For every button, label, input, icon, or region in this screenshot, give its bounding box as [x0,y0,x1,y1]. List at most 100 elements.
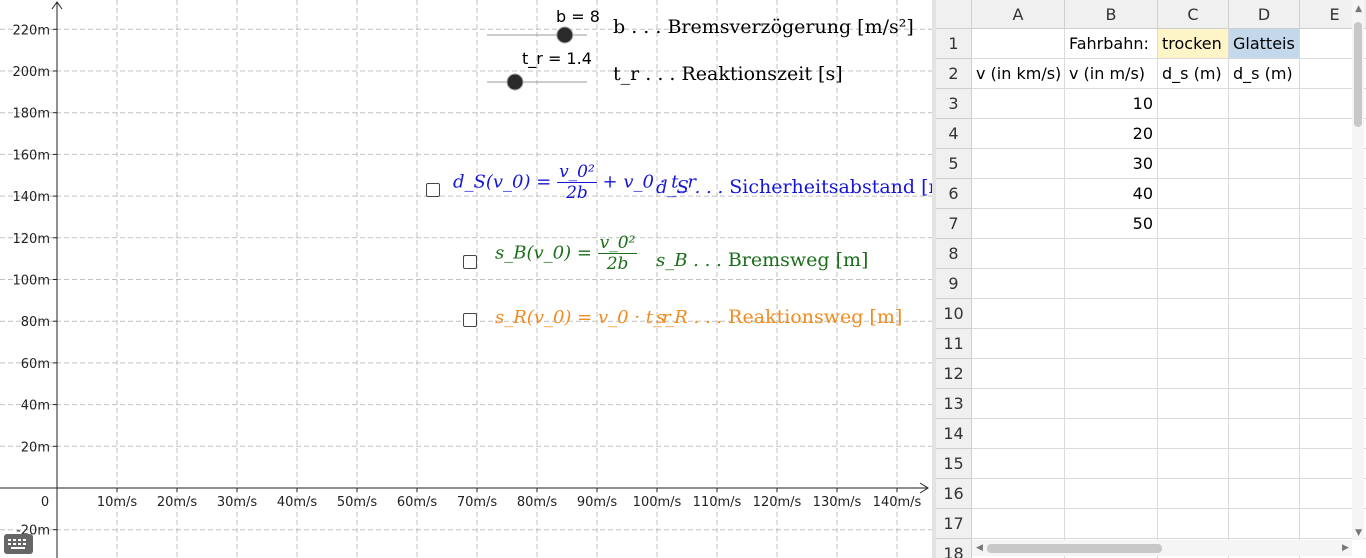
row-header[interactable]: 13 [936,389,972,419]
cell-a13[interactable] [972,389,1065,419]
vertical-scroll-thumb[interactable] [1354,22,1362,127]
cell-e14[interactable] [1300,419,1366,449]
row-header[interactable]: 8 [936,239,972,269]
horizontal-scrollbar[interactable] [972,540,1352,556]
cell-b11[interactable] [1065,329,1158,359]
cell-a2[interactable]: v (in km/s) [972,59,1065,89]
row-header[interactable]: 10 [936,299,972,329]
cell-a14[interactable] [972,419,1065,449]
cell-d3[interactable] [1229,89,1300,119]
slider-handle[interactable] [556,26,574,44]
scroll-right-icon[interactable]: ▶ [1342,543,1349,553]
row-header[interactable]: 16 [936,479,972,509]
cell-b9[interactable] [1065,269,1158,299]
cell-c2[interactable]: d_s (m) [1158,59,1229,89]
cell-b2[interactable]: v (in m/s) [1065,59,1158,89]
cell-d11[interactable] [1229,329,1300,359]
scroll-down-icon[interactable]: ▼ [1355,528,1362,538]
cell-a6[interactable] [972,179,1065,209]
cell-b4[interactable]: 20 [1065,119,1158,149]
cell-b7[interactable]: 50 [1065,209,1158,239]
cell-a16[interactable] [972,479,1065,509]
cell-a9[interactable] [972,269,1065,299]
cell-c11[interactable] [1158,329,1229,359]
cell-d13[interactable] [1229,389,1300,419]
cell-d14[interactable] [1229,419,1300,449]
cell-c13[interactable] [1158,389,1229,419]
cell-e9[interactable] [1300,269,1366,299]
cell-e13[interactable] [1300,389,1366,419]
cell-b1[interactable]: Fahrbahn: [1065,29,1158,59]
row-header[interactable]: 15 [936,449,972,479]
cell-c12[interactable] [1158,359,1229,389]
column-header-d[interactable]: D [1229,0,1300,29]
graphics-view[interactable]: 10m/s 20m/s 30m/s 40m/s 50m/s 60m/s 70m/s 80m/s… [0,0,932,558]
sheet-corner[interactable] [936,0,972,29]
cell-a17[interactable] [972,509,1065,539]
cell-b17[interactable] [1065,509,1158,539]
row-header[interactable]: 18 [936,539,972,558]
cell-a4[interactable] [972,119,1065,149]
checkbox-reaktionsweg[interactable] [463,313,477,327]
horizontal-scroll-thumb[interactable] [987,544,1162,553]
cell-d10[interactable] [1229,299,1300,329]
cell-d12[interactable] [1229,359,1300,389]
cell-a3[interactable] [972,89,1065,119]
row-header[interactable]: 9 [936,269,972,299]
cell-e5[interactable] [1300,149,1366,179]
cell-e8[interactable] [1300,239,1366,269]
cell-d17[interactable] [1229,509,1300,539]
cell-c14[interactable] [1158,419,1229,449]
row-header[interactable]: 3 [936,89,972,119]
row-header[interactable]: 14 [936,419,972,449]
cell-e12[interactable] [1300,359,1366,389]
column-header-c[interactable]: C [1158,0,1229,29]
row-header[interactable]: 5 [936,149,972,179]
cell-c6[interactable] [1158,179,1229,209]
cell-c17[interactable] [1158,509,1229,539]
cell-b14[interactable] [1065,419,1158,449]
cell-a7[interactable] [972,209,1065,239]
row-header[interactable]: 11 [936,329,972,359]
cell-c9[interactable] [1158,269,1229,299]
cell-d9[interactable] [1229,269,1300,299]
row-header[interactable]: 4 [936,119,972,149]
scroll-up-icon[interactable]: ▲ [1355,4,1362,14]
cell-a11[interactable] [972,329,1065,359]
row-header[interactable]: 2 [936,59,972,89]
cell-e11[interactable] [1300,329,1366,359]
cell-e1[interactable] [1300,29,1366,59]
cell-a5[interactable] [972,149,1065,179]
cell-d8[interactable] [1229,239,1300,269]
cell-e15[interactable] [1300,449,1366,479]
row-header[interactable]: 17 [936,509,972,539]
cell-e10[interactable] [1300,299,1366,329]
spreadsheet-view[interactable]: A B C D E 1 Fahrbahn: trocken Glatteis 2 v (in km/… [936,0,1366,558]
cell-d16[interactable] [1229,479,1300,509]
slider-handle[interactable] [506,73,524,91]
cell-a8[interactable] [972,239,1065,269]
cell-e17[interactable] [1300,509,1366,539]
cell-c3[interactable] [1158,89,1229,119]
cell-c15[interactable] [1158,449,1229,479]
cell-c4[interactable] [1158,119,1229,149]
cell-e6[interactable] [1300,179,1366,209]
cell-b8[interactable] [1065,239,1158,269]
cell-d6[interactable] [1229,179,1300,209]
cell-d1[interactable]: Glatteis [1229,29,1300,59]
cell-a12[interactable] [972,359,1065,389]
cell-c1[interactable]: trocken [1158,29,1229,59]
cell-b10[interactable] [1065,299,1158,329]
cell-e16[interactable] [1300,479,1366,509]
cell-e7[interactable] [1300,209,1366,239]
cell-d2[interactable]: d_s (m) [1229,59,1300,89]
cell-b15[interactable] [1065,449,1158,479]
cell-c10[interactable] [1158,299,1229,329]
cell-c16[interactable] [1158,479,1229,509]
cell-d15[interactable] [1229,449,1300,479]
cell-d4[interactable] [1229,119,1300,149]
cell-c8[interactable] [1158,239,1229,269]
cell-e2[interactable] [1300,59,1366,89]
cell-b12[interactable] [1065,359,1158,389]
row-header[interactable]: 1 [936,29,972,59]
